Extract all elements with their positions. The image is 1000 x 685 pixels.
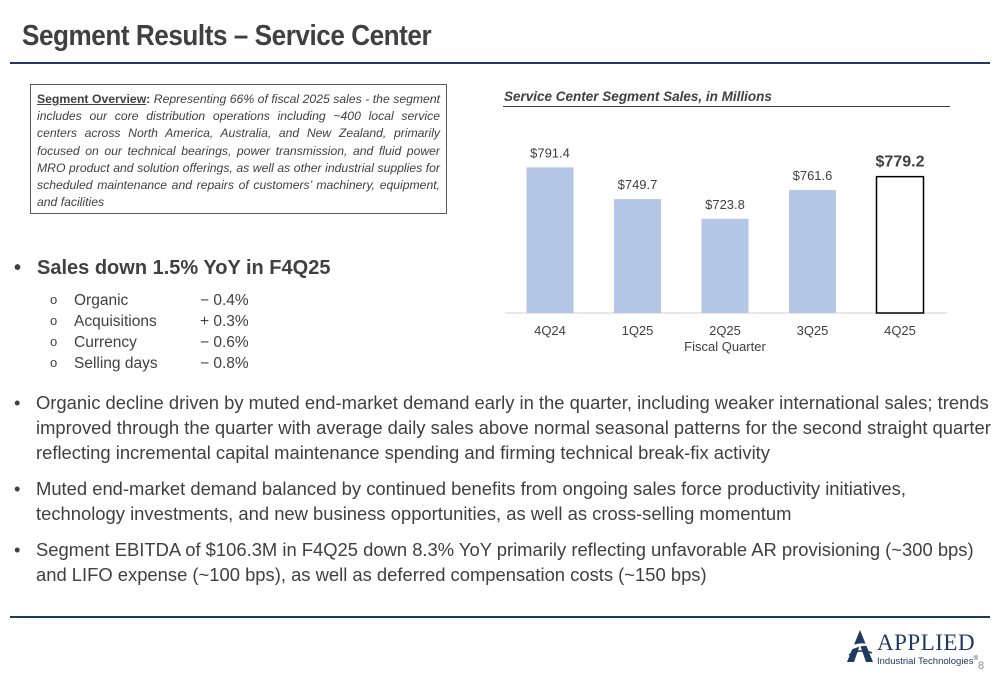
breakdown-label: Organic xyxy=(74,292,129,309)
bullet-icon: • xyxy=(14,478,21,499)
x-axis-title: Fiscal Quarter xyxy=(684,339,766,354)
circle-bullet-icon: o xyxy=(50,292,58,307)
x-tick-label: 3Q25 xyxy=(797,323,829,338)
segment-overview-box: Segment Overview: Representing 66% of fi… xyxy=(30,84,447,214)
bar-4Q24 xyxy=(526,167,574,313)
page-title: Segment Results – Service Center xyxy=(22,20,432,52)
circle-bullet-icon: o xyxy=(50,313,58,328)
company-logo: APPLIED Industrial Technologies® xyxy=(845,628,978,672)
bar-1Q25 xyxy=(614,199,661,313)
breakdown-label: Selling days xyxy=(74,355,158,372)
sales-headline: • Sales down 1.5% YoY in F4Q25 xyxy=(14,257,330,280)
breakdown-value: + 0.3% xyxy=(200,313,249,330)
circle-bullet-icon: o xyxy=(50,334,58,349)
breakdown-value: − 0.6% xyxy=(200,334,249,351)
data-label-3Q25: $761.6 xyxy=(793,168,833,183)
overview-colon: : xyxy=(146,92,151,106)
commentary-item: • Organic decline driven by muted end-ma… xyxy=(14,390,994,465)
commentary-item: • Muted end-market demand balanced by co… xyxy=(14,476,994,526)
bullet-icon: • xyxy=(14,392,21,413)
overview-text: Representing 66% of fiscal 2025 sales - … xyxy=(37,92,440,210)
chart-title-divider xyxy=(503,106,950,107)
logo-subtitle: Industrial Technologies® xyxy=(877,656,978,667)
commentary-text: Organic decline driven by muted end-mark… xyxy=(36,392,991,463)
commentary-text: Muted end-market demand balanced by cont… xyxy=(36,478,906,524)
commentary-text: Segment EBITDA of $106.3M in F4Q25 down … xyxy=(36,539,974,585)
breakdown-value: − 0.8% xyxy=(200,355,249,372)
breakdown-value: − 0.4% xyxy=(200,292,249,309)
circle-bullet-icon: o xyxy=(50,355,58,370)
data-label-2Q25: $723.8 xyxy=(705,197,745,212)
title-divider xyxy=(10,62,990,64)
overview-lead: Segment Overview xyxy=(37,92,147,106)
commentary-list: • Organic decline driven by muted end-ma… xyxy=(14,390,994,598)
x-tick-label: 2Q25 xyxy=(709,323,741,338)
bullet-icon: • xyxy=(14,539,21,560)
bar-4Q25 xyxy=(875,175,925,314)
bullet-icon: • xyxy=(14,257,22,279)
footer-divider xyxy=(10,616,990,618)
x-tick-label: 4Q25 xyxy=(884,323,916,338)
x-tick-label: 4Q24 xyxy=(534,323,566,338)
data-label-4Q24: $791.4 xyxy=(530,145,570,160)
bar-2Q25 xyxy=(701,218,749,313)
breakdown-label: Acquisitions xyxy=(74,313,157,330)
sales-headline-text: Sales down 1.5% YoY in F4Q25 xyxy=(37,257,331,279)
data-label-1Q25: $749.7 xyxy=(618,177,658,192)
bar-3Q25 xyxy=(789,190,836,313)
page-number: 8 xyxy=(978,660,985,672)
commentary-item: • Segment EBITDA of $106.3M in F4Q25 dow… xyxy=(14,537,994,587)
breakdown-label: Currency xyxy=(74,334,137,351)
x-tick-label: 1Q25 xyxy=(622,323,654,338)
logo-subtitle-text: Industrial Technologies xyxy=(877,656,974,668)
logo-mark-icon xyxy=(847,630,873,662)
logo-wordmark: APPLIED xyxy=(877,630,976,655)
data-label-4Q25: $779.2 xyxy=(876,154,925,171)
chart-title: Service Center Segment Sales, in Million… xyxy=(504,89,772,104)
registered-mark: ® xyxy=(973,656,978,662)
